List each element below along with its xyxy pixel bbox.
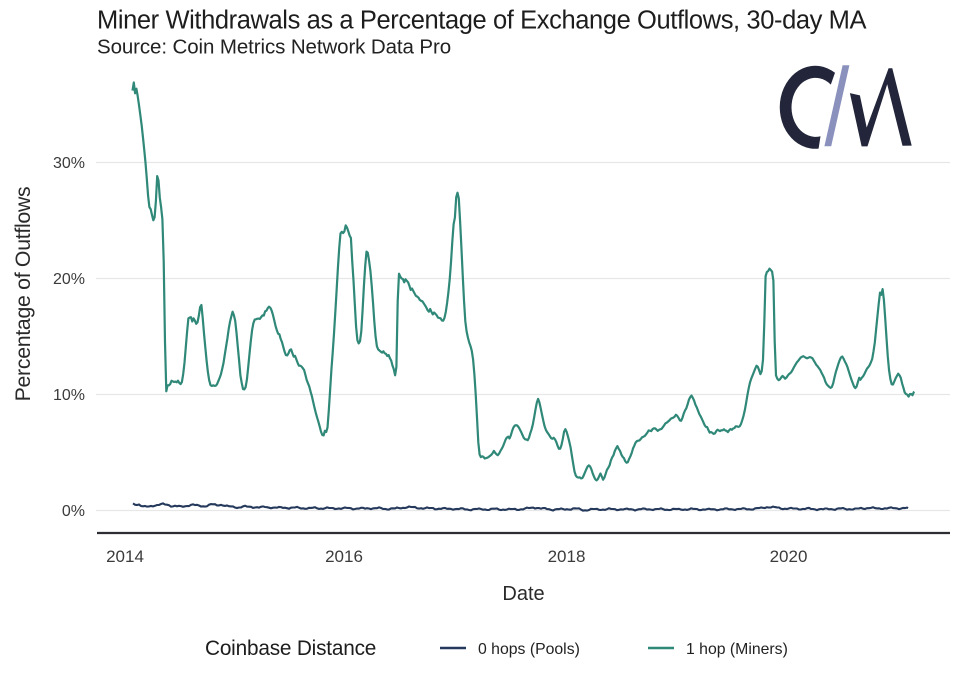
svg-text:1 hop (Miners): 1 hop (Miners) bbox=[686, 641, 788, 658]
svg-text:0%: 0% bbox=[62, 503, 85, 520]
svg-text:0 hops (Pools): 0 hops (Pools) bbox=[478, 641, 580, 658]
svg-text:Miner Withdrawals as a Percent: Miner Withdrawals as a Percentage of Exc… bbox=[97, 7, 867, 35]
svg-text:Percentage of Outflows: Percentage of Outflows bbox=[11, 187, 35, 402]
svg-text:20%: 20% bbox=[53, 271, 85, 288]
svg-text:30%: 30% bbox=[53, 155, 85, 172]
svg-text:2014: 2014 bbox=[106, 547, 144, 566]
svg-text:Date: Date bbox=[502, 583, 544, 605]
svg-text:2020: 2020 bbox=[770, 547, 808, 566]
svg-text:2016: 2016 bbox=[325, 547, 363, 566]
svg-text:Coinbase Distance: Coinbase Distance bbox=[205, 637, 376, 660]
svg-text:Source: Coin Metrics Network D: Source: Coin Metrics Network Data Pro bbox=[97, 36, 451, 59]
svg-text:10%: 10% bbox=[53, 387, 85, 404]
svg-text:2018: 2018 bbox=[548, 547, 586, 566]
